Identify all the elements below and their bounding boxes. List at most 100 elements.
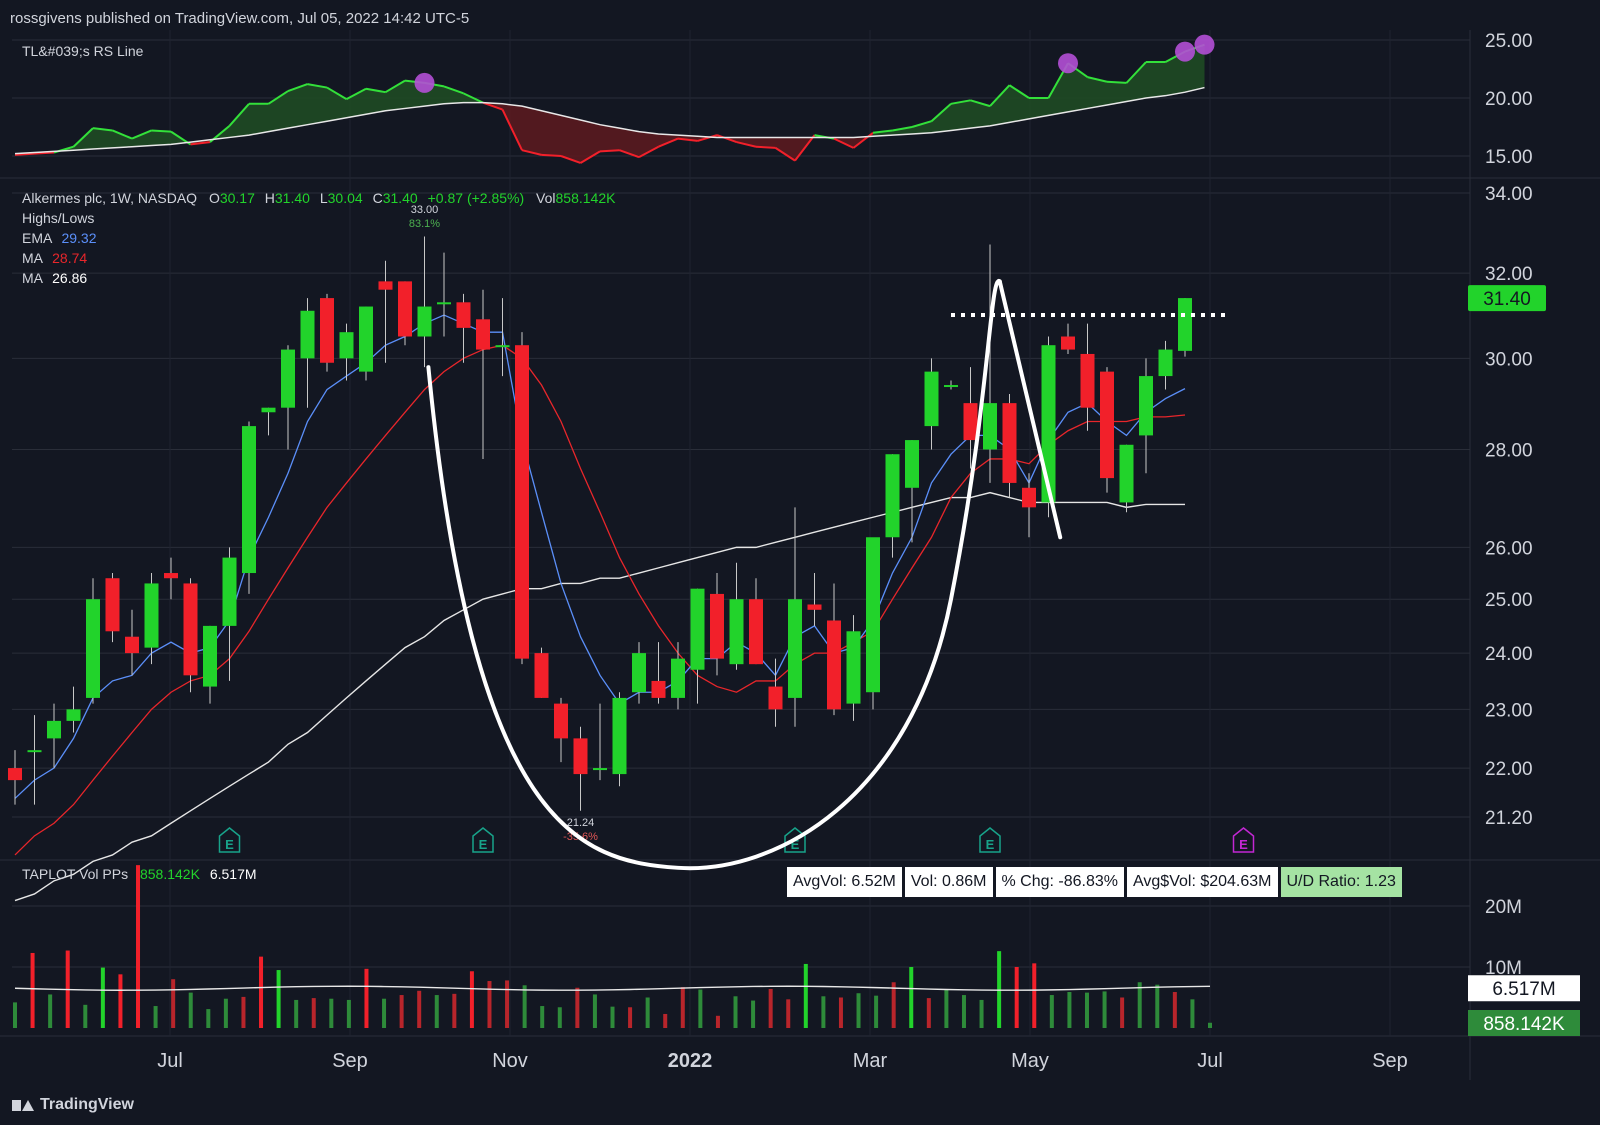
rs-moving-average-line — [14, 86, 1205, 155]
volume-bar — [1102, 991, 1107, 1028]
time-axis-label: Sep — [332, 1050, 368, 1072]
volume-bar — [153, 1006, 158, 1028]
volume-bar — [505, 980, 510, 1028]
volume-average-line — [14, 985, 1211, 991]
rs-line-segment — [599, 149, 620, 153]
volume-bar — [803, 963, 808, 1028]
volume-panel-legend: TAPLOT Vol PPs 858.142K 6.517M — [22, 866, 257, 882]
rs-fill-segment — [385, 80, 405, 111]
candle-body — [203, 625, 217, 687]
candle-body — [1002, 403, 1017, 483]
volume-bar — [469, 971, 474, 1028]
volume-bar — [926, 998, 931, 1028]
earnings-marker: E — [979, 827, 1001, 853]
rs-fill-segment — [561, 115, 581, 163]
avg-dollar-vol-stat: Avg$Vol: $204.63M — [1127, 867, 1278, 897]
candle-body — [144, 583, 159, 648]
rs-fill-segment — [132, 130, 152, 147]
cup-curve — [426, 279, 1002, 871]
rs-line-segment — [131, 129, 152, 140]
volume-bar — [276, 970, 281, 1028]
candle-body — [398, 281, 412, 337]
rs-line-segment — [541, 153, 562, 157]
candle-body — [105, 578, 120, 632]
avg-volume-badge-text: 6.517M — [1492, 979, 1555, 1000]
volume-bar — [645, 997, 650, 1028]
symbol-text: Alkermes plc, 1W, NASDAQ — [22, 190, 198, 206]
candle-body — [476, 319, 490, 350]
rs-fill-segment — [1087, 77, 1107, 109]
volume-bar — [1120, 997, 1125, 1028]
rs-fill-segment — [1029, 98, 1049, 119]
close-value: 31.40 — [382, 190, 418, 206]
time-axis-label: Sep — [1372, 1050, 1408, 1072]
volume-bar — [452, 993, 457, 1028]
volume-bar — [83, 1004, 88, 1028]
ud-ratio-stat: U/D Ratio: 1.23 — [1280, 867, 1402, 897]
rs-line-segment — [228, 103, 250, 127]
low-value: 30.04 — [327, 190, 363, 206]
volume-bar — [382, 998, 387, 1028]
volume-bar — [206, 1009, 211, 1028]
time-axis-label: Jul — [1197, 1050, 1223, 1072]
rs-new-high-dot — [1175, 41, 1195, 62]
rs-fill-segment — [658, 133, 678, 147]
volume-badge-text: 858.142K — [1483, 1014, 1565, 1035]
vol-stat: Vol: 0.86M — [904, 867, 993, 897]
volume-bar — [329, 998, 334, 1028]
volume-bar — [768, 988, 773, 1028]
rs-fill-segment — [288, 84, 308, 129]
volume-bar — [294, 999, 299, 1028]
ohlc-legend: Alkermes plc, 1W, NASDAQ O30.17 H31.40 L… — [22, 190, 615, 206]
candle-body — [905, 440, 919, 488]
price-axis-tick-label: 22.00 — [1485, 759, 1533, 780]
tradingview-logo-icon — [12, 1098, 34, 1112]
volume-panel-vol: 858.142K — [139, 866, 200, 882]
rs-line-segment — [560, 155, 581, 164]
rs-line-segment — [852, 132, 874, 149]
volume-bar — [136, 865, 141, 1028]
ma2-label: MA — [22, 270, 43, 286]
rs-line-segment — [287, 83, 308, 92]
volume-bar — [909, 967, 914, 1028]
volume-bar — [592, 994, 597, 1028]
rs-line-segment — [833, 137, 854, 149]
ma2-legend: MA 26.86 — [22, 270, 87, 286]
rs-axis-tick-label: 15.00 — [1485, 147, 1533, 168]
rs-fill-segment — [1126, 62, 1146, 102]
candle-body — [671, 658, 685, 698]
volume-label: Vol — [536, 190, 556, 206]
publisher-text: rossgivens published on TradingView.com,… — [10, 10, 470, 27]
rs-line-segment — [794, 134, 816, 162]
candle-body — [1022, 487, 1036, 508]
volume-bar — [944, 989, 949, 1028]
candle-body — [1178, 298, 1192, 351]
volume-bar — [171, 979, 176, 1028]
candle-body — [827, 620, 841, 710]
volume-bar — [259, 956, 264, 1028]
volume-axis-tick-label: 10M — [1485, 958, 1522, 979]
rs-line-segment — [736, 141, 757, 148]
volume-bar — [786, 999, 791, 1028]
rs-line-segment — [911, 120, 932, 128]
rs-line-segment — [190, 141, 211, 146]
candle-body — [534, 653, 549, 698]
volume-axis-tick-label: 20M — [1485, 897, 1522, 918]
earnings-marker: E — [218, 827, 241, 853]
candle-body — [261, 407, 276, 413]
grid — [0, 30, 1600, 1080]
volume-bar — [434, 995, 439, 1028]
volume-bar — [838, 997, 843, 1028]
volume-bar — [821, 996, 826, 1028]
earnings-marker: E — [472, 827, 494, 853]
open-value: 30.17 — [219, 190, 255, 206]
volume-bar — [663, 1013, 668, 1028]
ema-legend: EMA 29.32 — [22, 230, 97, 246]
rs-axis-tick-label: 20.00 — [1485, 89, 1533, 110]
volume-bar — [13, 1002, 17, 1028]
price-axis-tick-label: 23.00 — [1485, 700, 1533, 721]
rs-line-segment — [774, 147, 796, 162]
axes: 25.00 20.00 15.00 34.00 32.00 30.00 28.00 26.00… — [157, 31, 1580, 1072]
price-axis-tick-label: 34.00 — [1485, 184, 1533, 205]
